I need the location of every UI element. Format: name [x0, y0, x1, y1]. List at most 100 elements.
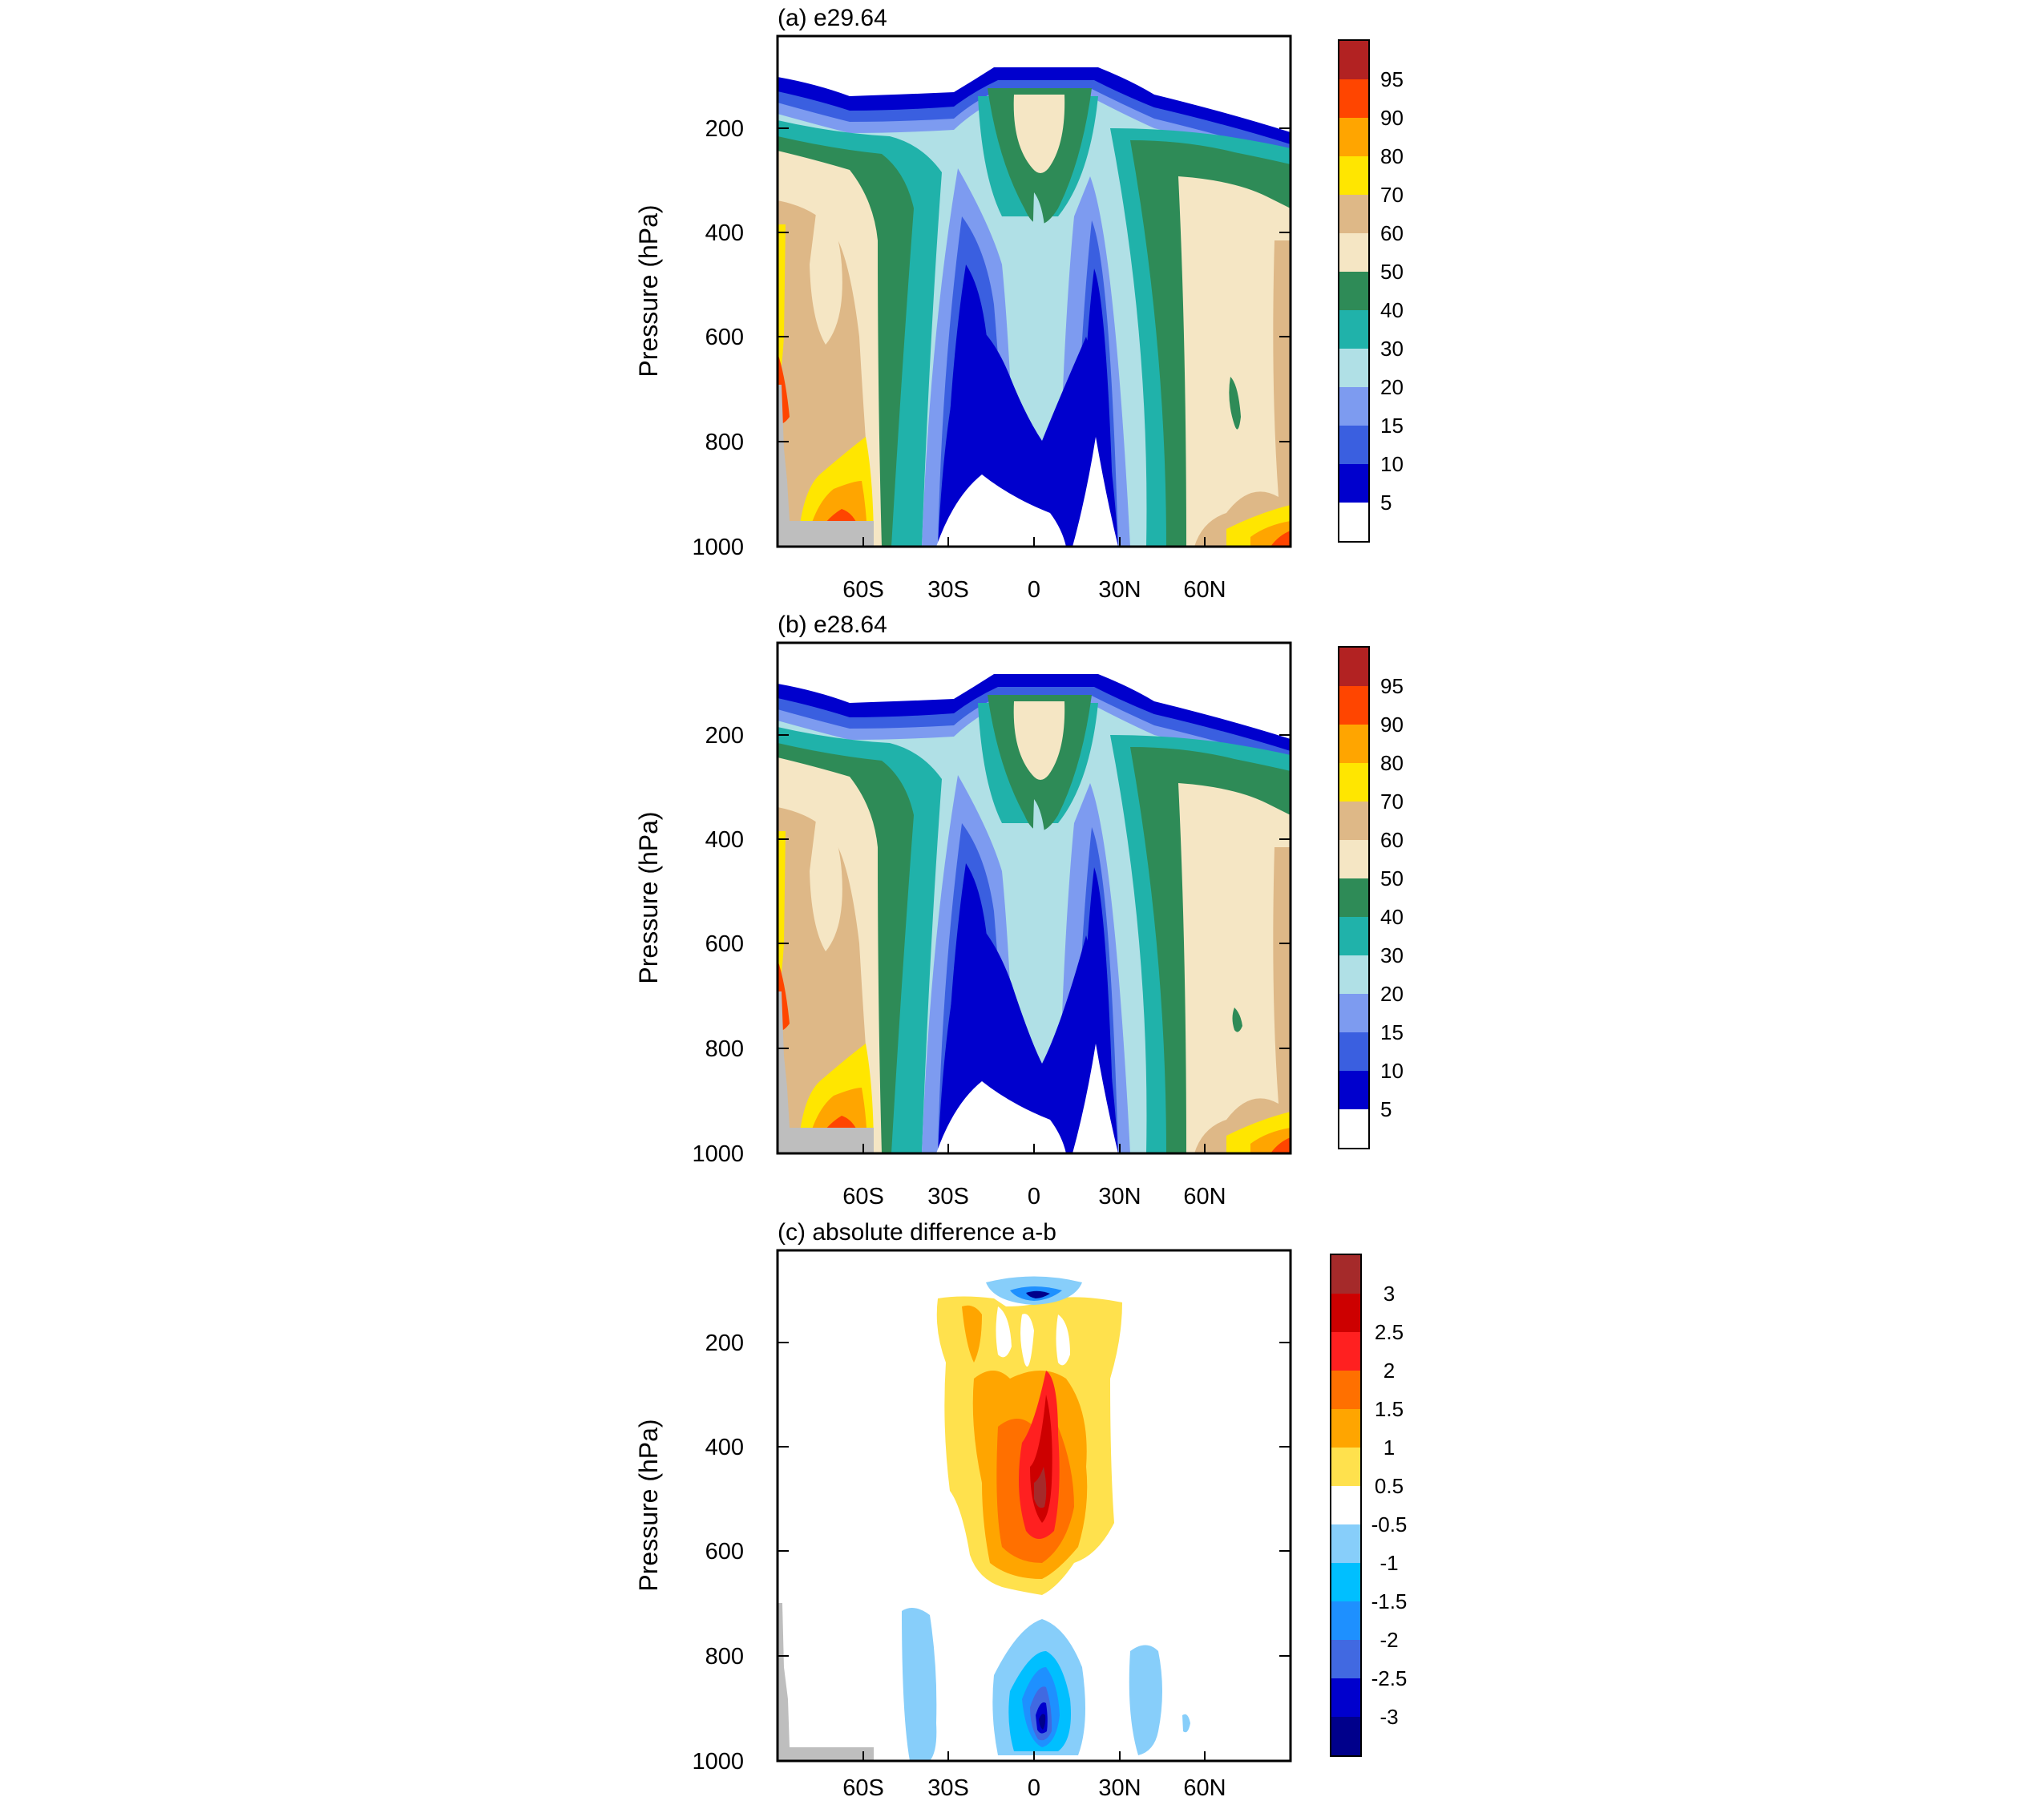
panel-a-cb-box-10 — [1339, 464, 1369, 503]
panel-c-cb-box-0.5 — [1331, 1486, 1361, 1524]
panel-b-cb-label: 70 — [1380, 789, 1404, 814]
panel-c-cb-box-neg-0.5 — [1331, 1524, 1361, 1563]
panel-c-cb-labels: 3 2.5 2 1.5 1 0.5 -0.5 -1 -1.5 -2 -2.5 -… — [1371, 1282, 1408, 1729]
panel-b-x-tick-labels: 60S 30S 0 30N 60N — [842, 1184, 1226, 1209]
panel-a-cb-frame — [1338, 39, 1370, 543]
panel-c-neg-south-0.5 — [902, 1608, 937, 1761]
panel-b-ticks — [778, 734, 1291, 1153]
panel-a-cb-box-60 — [1339, 233, 1369, 272]
panel-b-cb-box-20 — [1339, 994, 1369, 1032]
panel-c-neg-surface-3 — [1039, 1714, 1046, 1730]
panel-b-cb-box-70 — [1339, 802, 1369, 840]
panel-a-cb-label: 5 — [1380, 491, 1392, 515]
panel-c-cb-label: -0.5 — [1371, 1512, 1408, 1536]
panel-c-ytick-400: 400 — [705, 1435, 744, 1460]
panel-b-cb-label: 95 — [1380, 674, 1404, 698]
panel-a-blob-40-north — [1229, 377, 1241, 430]
panel-c-title: (c) absolute difference a-b — [778, 1219, 1056, 1246]
panel-c-cb-box-neg-1 — [1331, 1563, 1361, 1601]
panel-b-cb-box-40 — [1339, 917, 1369, 955]
panel-a-xtick-60n: 60N — [1183, 577, 1226, 603]
panel-a-cb-box-15 — [1339, 426, 1369, 464]
panel-b-tropics-5-surface-south — [936, 1081, 1066, 1153]
panel-b-xtick-0: 0 — [1028, 1184, 1040, 1209]
panel-b-plot-area — [778, 643, 1291, 1153]
panel-c-pos-3 — [1034, 1467, 1047, 1508]
panel-b-cb-box-15 — [1339, 1032, 1369, 1071]
panel-c-topography — [778, 1603, 874, 1761]
panel-b-tropics-20-spine — [1032, 799, 1050, 1007]
panel-b-topography — [778, 991, 874, 1153]
panel-b-xtick-60s: 60S — [842, 1184, 884, 1209]
panel-a-ytick-600: 600 — [705, 325, 744, 350]
panel-a-ytick-200: 200 — [705, 116, 744, 142]
panel-b-band-95-north-surface — [1270, 1137, 1291, 1153]
panel-b-cb-box-10 — [1339, 1071, 1369, 1109]
panel-a-xtick-60s: 60S — [842, 577, 884, 603]
panel-c-colorbar: 3 2.5 2 1.5 1 0.5 -0.5 -1 -1.5 -2 -2.5 -… — [1330, 1254, 1408, 1757]
panel-a-cb-box-90 — [1339, 118, 1369, 156]
panel-a-band-50-south-inner — [810, 200, 842, 345]
panel-c-xtick-0: 0 — [1028, 1775, 1040, 1801]
panel-c-cb-label: 3 — [1384, 1282, 1395, 1306]
panel-a-band-95-north-surface — [1270, 531, 1291, 547]
panel-b-cb-box-95 — [1339, 686, 1369, 725]
panel-a-topography — [778, 385, 874, 547]
panel-b-band-70-south-edge — [778, 831, 786, 991]
panel-a-cb-label: 70 — [1380, 183, 1404, 207]
panel-c-cb-box-3plus — [1331, 1254, 1361, 1294]
panel-c-cb-box-2 — [1331, 1371, 1361, 1409]
panel-a-cb-box-30 — [1339, 349, 1369, 387]
panel-a-tropics-20-spine — [1032, 192, 1050, 401]
panel-b-tropics-50 — [1013, 701, 1065, 780]
panel-c-ytick-1000: 1000 — [692, 1749, 744, 1775]
panel-c-pos-1-left — [962, 1305, 982, 1363]
panel-c-ticks — [778, 1342, 1291, 1761]
panel-c-ytick-600: 600 — [705, 1539, 744, 1565]
panel-b-ylabel: Pressure (hPa) — [634, 811, 663, 983]
panel-b-cb-label: 40 — [1380, 905, 1404, 929]
panel-c-ytick-200: 200 — [705, 1331, 744, 1356]
panel-c-xtick-60n: 60N — [1183, 1775, 1226, 1801]
panel-a-cb-labels: 95 90 80 70 60 50 40 30 20 15 10 5 — [1380, 67, 1404, 515]
panel-c-cb-box-neg-2.5 — [1331, 1678, 1361, 1717]
panel-a-plot-area — [778, 36, 1291, 547]
panel-a-cb-label: 15 — [1380, 414, 1404, 438]
panel-c-gap-right — [1056, 1314, 1070, 1366]
panel-a: (a) e29.64 Pressure (hPa) — [634, 5, 1404, 603]
panel-c-ytick-800: 800 — [705, 1644, 744, 1670]
panel-c-x-tick-labels: 60S 30S 0 30N 60N — [842, 1775, 1226, 1801]
panel-a-xtick-30n: 30N — [1098, 577, 1141, 603]
panel-b-blob-40-north — [1232, 1007, 1242, 1032]
panel-a-band-50-north — [1178, 176, 1291, 547]
panel-a-cb-label: 40 — [1380, 298, 1404, 322]
panel-a-title: (a) e29.64 — [778, 5, 887, 31]
panel-c-plot-area — [778, 1250, 1291, 1761]
panel-c-cb-label: -1 — [1379, 1551, 1398, 1575]
panel-b-cb-box-30 — [1339, 955, 1369, 994]
panel-c-xtick-60s: 60S — [842, 1775, 884, 1801]
panel-a-cb-box-50 — [1339, 272, 1369, 310]
panel-c-cb-box-neg-3 — [1331, 1717, 1361, 1756]
panel-a-cb-label: 60 — [1380, 221, 1404, 245]
panel-a-cb-label: 10 — [1380, 452, 1404, 476]
panel-a-x-tick-labels: 60S 30S 0 30N 60N — [842, 577, 1226, 603]
panel-b-xtick-30n: 30N — [1098, 1184, 1141, 1209]
panel-b-y-tick-labels: 200 400 600 800 1000 — [692, 723, 744, 1167]
panel-a-y-tick-labels: 200 400 600 800 1000 — [692, 116, 744, 560]
panel-b-cb-box-5 — [1339, 1109, 1369, 1149]
panel-b-xtick-60n: 60N — [1183, 1184, 1226, 1209]
panel-b-colorbar: 95 90 80 70 60 50 40 30 20 15 10 5 — [1338, 646, 1404, 1149]
panel-b-cb-box-50 — [1339, 878, 1369, 917]
panel-b-xtick-30s: 30S — [927, 1184, 969, 1209]
panel-c-cb-box-1.5 — [1331, 1409, 1361, 1448]
panel-c-cb-label: -2 — [1379, 1628, 1398, 1652]
panel-b-cb-label: 5 — [1380, 1097, 1392, 1121]
panel-a-cb-label: 80 — [1380, 144, 1404, 168]
panel-c-ylabel: Pressure (hPa) — [634, 1419, 663, 1591]
panel-b-cb-label: 30 — [1380, 943, 1404, 967]
panel-a-ytick-400: 400 — [705, 220, 744, 246]
panel-c-cb-box-2.5 — [1331, 1332, 1361, 1371]
panel-b-title: (b) e28.64 — [778, 612, 887, 638]
